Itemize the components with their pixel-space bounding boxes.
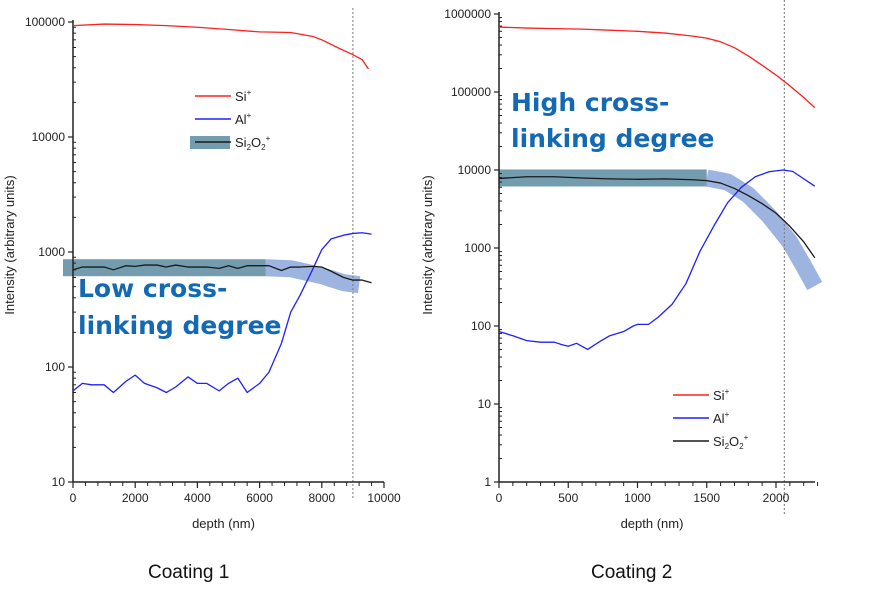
y-tick-label: 100 (45, 360, 65, 374)
legend-label: Si+ (235, 88, 252, 104)
series-line-si2o2plus (72, 264, 372, 284)
y-axis-label: Intensity (arbitrary units) (420, 175, 435, 314)
caption-coating-2: Coating 2 (591, 562, 673, 583)
series-line-alplus (498, 169, 816, 351)
y-tick-label: 10000 (458, 163, 492, 177)
x-tick-label: 0 (70, 491, 77, 505)
y-tick-label: 100000 (25, 15, 65, 29)
y-tick-label: 1 (484, 475, 491, 489)
y-tick-label: 1000000 (444, 7, 491, 21)
band-flat (499, 169, 707, 187)
caption-coating-1: Coating 1 (148, 562, 230, 583)
legend-entry: Al+ (195, 111, 252, 127)
legend-entry: Si2O2+ (190, 134, 271, 152)
legend-entry: Al+ (673, 410, 730, 426)
annotation-text: linking degree (511, 124, 715, 153)
x-axis-label: depth (nm) (192, 516, 255, 531)
y-tick-label: 10 (52, 475, 66, 489)
chart-panel-1: 10 100 1000 10000 100000 0 2000 4000 6000 8000 100… (2, 8, 401, 531)
legend-label: Si2O2+ (235, 134, 271, 152)
y-tick-label: 100000 (451, 85, 491, 99)
legend-label: Al+ (235, 111, 252, 127)
legend-label: Si2O2+ (713, 433, 749, 451)
series-line-siplus (72, 23, 369, 70)
series-line-siplus (498, 26, 816, 109)
y-tick-label: 100 (471, 319, 491, 333)
y-tick-label: 1000 (38, 245, 65, 259)
legend-entry: Si+ (195, 88, 252, 104)
legend-entry: Si+ (673, 387, 730, 403)
x-tick-label: 500 (558, 491, 578, 505)
x-tick-label: 4000 (184, 491, 211, 505)
x-tick-label: 6000 (246, 491, 273, 505)
x-tick-label: 1500 (693, 491, 720, 505)
y-tick-label: 1000 (464, 241, 491, 255)
annotation-text: High cross- (511, 88, 669, 117)
x-tick-label: 2000 (763, 491, 790, 505)
y-axis-label: Intensity (arbitrary units) (2, 175, 17, 314)
series-line-alplus (72, 232, 372, 394)
band-curve (265, 259, 361, 294)
x-tick-label: 10000 (367, 491, 401, 505)
series-line-si2o2plus (498, 176, 816, 259)
x-tick-label: 2000 (122, 491, 149, 505)
band-flat (63, 259, 266, 277)
legend-label: Al+ (713, 410, 730, 426)
x-axis-label: depth (nm) (621, 516, 684, 531)
chart-panel-2: 1 10 100 1000 10000 100000 1000000 0 500 1000 1500… (420, 0, 823, 531)
annotation-text: linking degree (78, 311, 282, 340)
band-curve (705, 169, 823, 291)
x-tick-label: 0 (496, 491, 503, 505)
legend-entry: Si2O2+ (673, 433, 749, 451)
x-tick-label: 1000 (624, 491, 651, 505)
y-tick-label: 10000 (32, 130, 66, 144)
annotation-text: Low cross- (78, 274, 227, 303)
y-tick-label: 10 (478, 397, 492, 411)
x-tick-label: 8000 (308, 491, 335, 505)
legend-label: Si+ (713, 387, 730, 403)
